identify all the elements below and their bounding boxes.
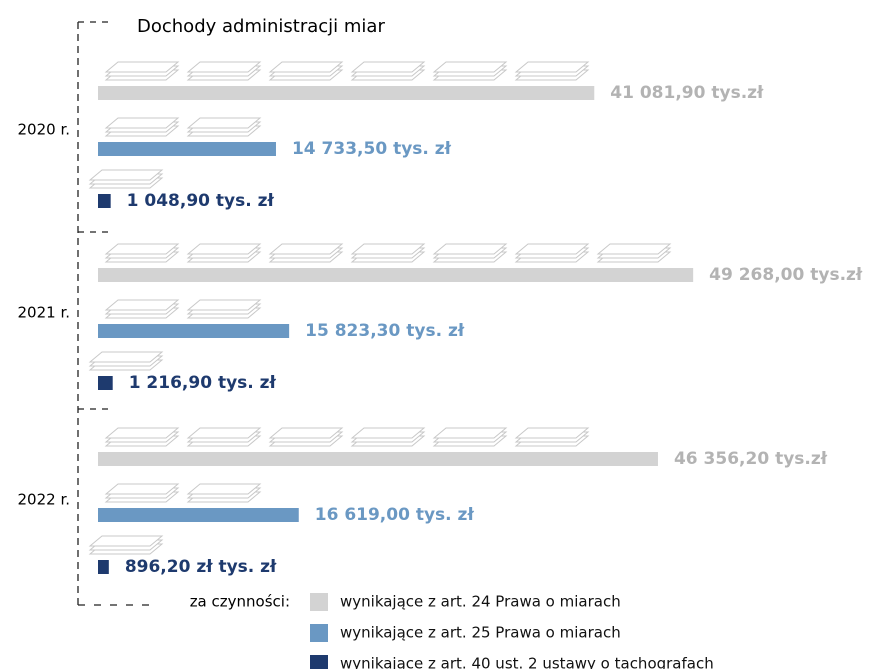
money-icon	[106, 300, 178, 310]
chart-title: Dochody administracji miar	[137, 16, 385, 37]
year-label: 2020 r.	[18, 121, 71, 139]
money-icon	[352, 62, 424, 72]
bar	[98, 194, 111, 208]
money-icon	[90, 170, 162, 180]
money-icon	[106, 118, 178, 128]
value-label: 49 268,00 tys.zł	[709, 265, 863, 285]
legend-swatch	[310, 593, 328, 611]
bar	[98, 324, 289, 338]
money-icon	[106, 62, 178, 72]
legend-label: wynikające z art. 40 ust. 2 ustawy o tac…	[340, 655, 714, 669]
year-label: 2021 r.	[18, 304, 71, 322]
money-icon	[106, 428, 178, 438]
legend-swatch	[310, 655, 328, 669]
value-label: 896,20 zł tys. zł	[125, 557, 277, 577]
bar	[98, 376, 113, 390]
value-label: 1 048,90 tys. zł	[127, 191, 275, 211]
legend-title: za czynności:	[190, 593, 290, 611]
legend-swatch	[310, 624, 328, 642]
money-icon	[434, 244, 506, 254]
bar	[98, 560, 109, 574]
money-icon	[352, 428, 424, 438]
money-icon	[516, 62, 588, 72]
money-icon	[188, 484, 260, 494]
money-icon	[598, 244, 670, 254]
value-label: 1 216,90 tys. zł	[129, 373, 277, 393]
value-label: 46 356,20 tys.zł	[674, 449, 828, 469]
money-icon	[188, 118, 260, 128]
money-icon	[434, 62, 506, 72]
money-icon	[106, 484, 178, 494]
money-icon	[188, 62, 260, 72]
chart: Dochody administracji miar za czynności:…	[0, 0, 875, 669]
value-label: 41 081,90 tys.zł	[610, 83, 764, 103]
bar	[98, 86, 594, 100]
money-icon	[106, 244, 178, 254]
year-label: 2022 r.	[18, 491, 71, 509]
money-icon	[188, 244, 260, 254]
bar	[98, 452, 658, 466]
bar	[98, 268, 693, 282]
value-label: 14 733,50 tys. zł	[292, 139, 452, 159]
legend-label: wynikające z art. 24 Prawa o miarach	[340, 593, 621, 611]
money-icon	[352, 244, 424, 254]
bar	[98, 142, 276, 156]
value-label: 15 823,30 tys. zł	[305, 321, 465, 341]
money-icon	[516, 244, 588, 254]
money-icon	[90, 536, 162, 546]
money-icon	[188, 428, 260, 438]
money-icon	[434, 428, 506, 438]
money-icon	[270, 62, 342, 72]
legend-label: wynikające z art. 25 Prawa o miarach	[340, 624, 621, 642]
money-icon	[270, 428, 342, 438]
bar	[98, 508, 299, 522]
value-label: 16 619,00 tys. zł	[315, 505, 475, 525]
money-icon	[188, 300, 260, 310]
money-icon	[90, 352, 162, 362]
money-icon	[516, 428, 588, 438]
money-icon	[270, 244, 342, 254]
